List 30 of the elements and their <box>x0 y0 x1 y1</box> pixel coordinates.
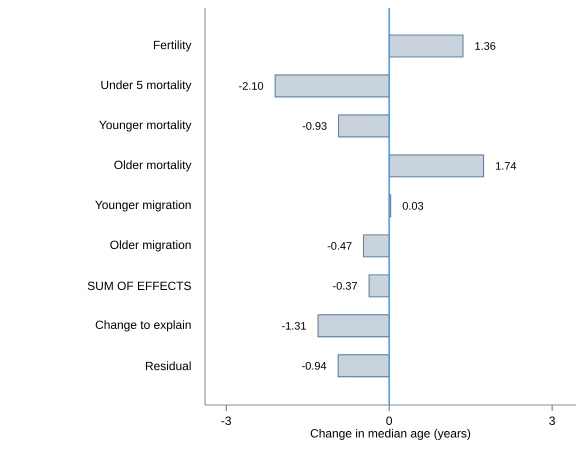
data-label: -0.94 <box>302 362 326 370</box>
y-tick-label: SUM OF EFFECTS <box>88 282 191 290</box>
x-tick-label: 3 <box>549 416 555 425</box>
bar <box>338 354 390 378</box>
data-label: 1.36 <box>475 42 496 50</box>
y-tick-label: Younger migration <box>95 200 191 212</box>
bar <box>274 74 390 98</box>
data-label: -0.37 <box>333 282 357 290</box>
x-axis-title: Change in median age (years) <box>310 428 470 440</box>
bar <box>338 114 390 138</box>
data-label: -0.47 <box>328 242 352 250</box>
y-tick-label: Under 5 mortality <box>101 80 192 92</box>
y-tick-label: Fertility <box>154 40 192 52</box>
bar <box>368 274 390 298</box>
y-tick-label: Younger mortality <box>99 120 192 132</box>
data-label: 0.03 <box>402 202 424 210</box>
data-label: 1.74 <box>496 162 516 170</box>
bar <box>388 34 464 58</box>
bar <box>363 234 390 258</box>
x-tick-label: -3 <box>221 416 231 425</box>
y-tick-label: Older migration <box>110 240 191 252</box>
x-tick-label: 0 <box>386 416 392 425</box>
bar <box>388 154 484 178</box>
data-label: -1.31 <box>282 322 306 330</box>
y-tick-label: Residual <box>146 361 191 370</box>
bar <box>318 314 390 338</box>
data-label: -2.10 <box>239 82 264 90</box>
y-tick-label: Older mortality <box>114 160 192 172</box>
data-label: -0.93 <box>302 122 327 130</box>
y-tick-label: Change to explain <box>96 320 191 332</box>
